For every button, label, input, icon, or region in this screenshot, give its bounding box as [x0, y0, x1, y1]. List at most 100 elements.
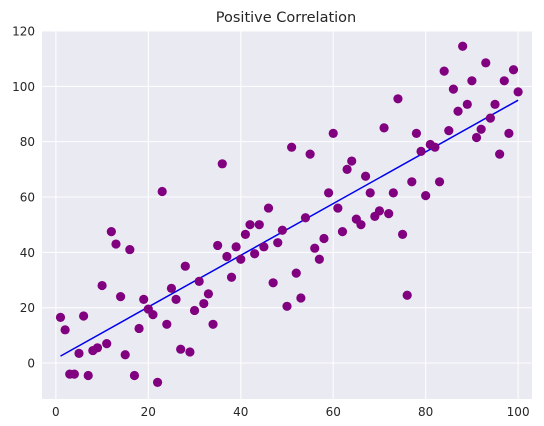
data-point [462, 99, 472, 109]
data-point [513, 87, 523, 97]
data-point [458, 41, 468, 51]
trend-line [60, 99, 519, 357]
data-point [430, 142, 440, 152]
data-point [125, 244, 135, 255]
data-point [208, 319, 218, 329]
data-point [291, 268, 301, 278]
data-point [485, 113, 495, 123]
data-point [324, 188, 334, 198]
data-point [222, 251, 232, 262]
y-tick-label: 80 [20, 135, 35, 149]
data-point [467, 76, 477, 86]
data-point [421, 191, 431, 201]
data-point [328, 128, 338, 138]
data-point [263, 203, 274, 213]
data-point [203, 289, 214, 299]
data-point [393, 94, 403, 104]
data-point [397, 229, 408, 239]
data-point [273, 238, 283, 248]
data-point [268, 278, 278, 288]
data-point [504, 128, 514, 138]
data-point [342, 164, 352, 174]
data-point [356, 220, 366, 230]
data-point [384, 209, 394, 219]
data-point [129, 370, 140, 381]
data-point [92, 343, 103, 353]
data-point [176, 344, 186, 354]
data-point [282, 301, 292, 311]
data-point [106, 227, 116, 237]
y-tick-label: 120 [12, 25, 35, 39]
data-point [448, 84, 459, 94]
x-tick-label: 80 [418, 405, 433, 419]
trend-line-layer [60, 99, 519, 357]
data-point [162, 319, 172, 329]
data-point [296, 293, 306, 303]
data-point [74, 348, 84, 358]
data-point [287, 142, 297, 152]
data-point [499, 76, 509, 86]
data-point [407, 177, 417, 187]
y-tick-label: 40 [20, 246, 35, 260]
data-point [439, 66, 449, 76]
data-point [171, 294, 181, 304]
data-point [444, 126, 454, 136]
y-tick-label: 20 [20, 301, 35, 315]
data-point [254, 220, 264, 230]
data-point [416, 146, 426, 156]
data-point [495, 149, 505, 159]
data-point [115, 292, 126, 302]
data-point [97, 280, 107, 291]
data-point [102, 339, 112, 349]
x-tick-label: 0 [52, 405, 60, 419]
data-point [310, 243, 320, 253]
data-point [277, 225, 287, 235]
data-point [314, 254, 324, 264]
data-point [236, 254, 246, 264]
data-point [166, 283, 177, 293]
data-point [240, 229, 250, 239]
data-point [152, 377, 163, 387]
data-point [379, 123, 389, 133]
data-point [360, 171, 371, 181]
data-point [79, 311, 89, 321]
data-point [69, 369, 79, 379]
data-point [476, 124, 486, 134]
y-tick-label: 60 [20, 191, 35, 205]
data-point [148, 310, 158, 320]
data-point [134, 323, 144, 334]
data-point [453, 106, 463, 116]
y-tick-label: 0 [27, 357, 35, 371]
y-tick-label: 100 [12, 80, 35, 94]
data-point [333, 203, 343, 213]
data-point [213, 240, 223, 251]
x-tick-label: 40 [233, 405, 248, 419]
data-point [199, 298, 209, 309]
data-point [365, 188, 375, 198]
data-point [411, 128, 422, 138]
data-point [374, 206, 385, 216]
data-points-layer [55, 41, 523, 387]
data-point [508, 65, 519, 75]
data-point [300, 213, 311, 223]
data-point [194, 276, 204, 287]
data-point [471, 132, 482, 143]
data-point [402, 290, 412, 300]
data-point [434, 177, 445, 187]
data-point [55, 312, 66, 322]
x-tick-label: 20 [141, 405, 156, 419]
data-point [490, 99, 500, 109]
data-point [337, 227, 348, 237]
data-point [111, 239, 121, 249]
data-point [481, 58, 491, 68]
data-point [245, 220, 255, 230]
data-point [347, 156, 357, 166]
data-point [250, 249, 260, 259]
data-point [319, 233, 329, 244]
data-point [60, 325, 70, 335]
x-tick-label: 100 [507, 405, 530, 419]
x-tick-label: 60 [326, 405, 341, 419]
data-point [185, 347, 195, 357]
data-point [180, 261, 190, 271]
data-point [217, 159, 227, 169]
